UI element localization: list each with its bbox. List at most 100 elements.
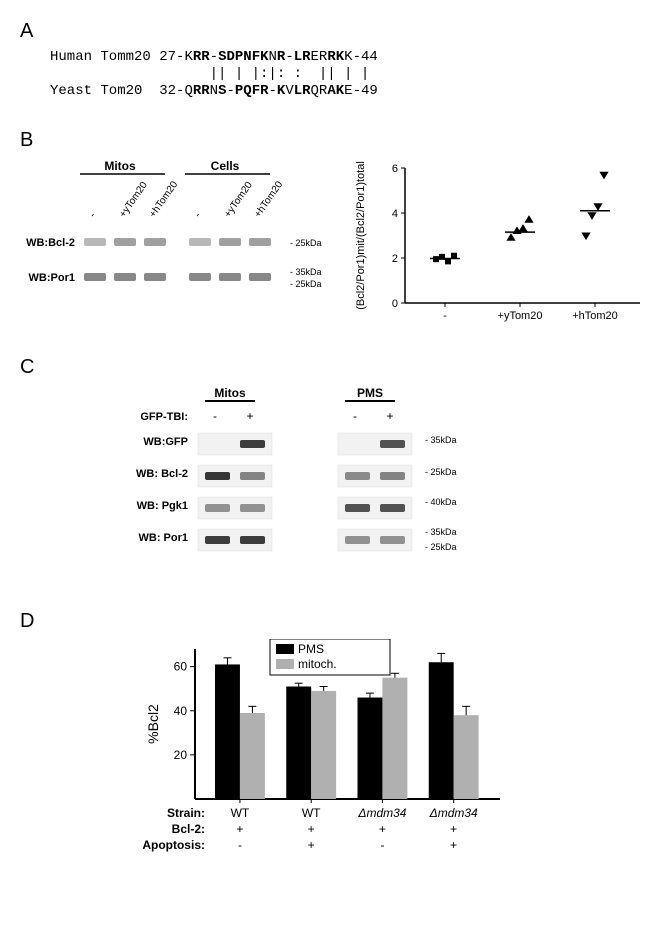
t: -44 (353, 49, 378, 65)
panel-a-label: A (20, 20, 630, 43)
svg-text:- 35kDa: - 35kDa (290, 267, 322, 277)
svg-text:Strain:: Strain: (167, 806, 205, 820)
panel-b: B MitosCells-+yTom20+hTom20-+yTom20+hTom… (20, 129, 630, 328)
svg-text:2: 2 (392, 253, 398, 265)
t: Q (184, 83, 192, 99)
panel-d-label: D (20, 610, 630, 633)
svg-text:0: 0 (392, 298, 398, 310)
svg-text:-: - (380, 838, 384, 852)
svg-text:Bcl-2:: Bcl-2: (172, 822, 205, 836)
t: N (269, 49, 277, 65)
svg-text:- 35kDa: - 35kDa (425, 527, 457, 537)
t: RR (193, 83, 210, 99)
seq-yeast-name: Yeast Tom20 (50, 83, 151, 99)
scatter-chart: 0246(Bcl2/Por1)mit/(Bcl2/Por1)total-+yTo… (350, 158, 650, 328)
svg-text:6: 6 (392, 163, 398, 175)
svg-text:WB: Bcl-2: WB: Bcl-2 (136, 468, 188, 480)
svg-text:+: + (308, 822, 315, 836)
svg-text:Apoptosis:: Apoptosis: (142, 838, 205, 852)
t: K (344, 49, 352, 65)
svg-text:WB:GFP: WB:GFP (143, 436, 188, 448)
svg-text:WB:Bcl-2: WB:Bcl-2 (26, 237, 75, 249)
svg-text:-: - (443, 310, 447, 322)
panel-c-label: C (20, 356, 630, 379)
svg-text:20: 20 (174, 748, 188, 762)
svg-text:+: + (450, 838, 457, 852)
t: QR (311, 83, 328, 99)
seq-human-name: Human Tomm20 (50, 49, 151, 65)
t: PNFK (235, 49, 269, 65)
panel-b-blots: MitosCells-+yTom20+hTom20-+yTom20+hTom20… (20, 158, 340, 328)
svg-text:Δmdm34: Δmdm34 (357, 806, 406, 820)
t: R (327, 49, 335, 65)
svg-text:- 25kDa: - 25kDa (290, 238, 322, 248)
svg-text:WB: Por1: WB: Por1 (139, 532, 189, 544)
blots-b-svg: MitosCells-+yTom20+hTom20-+yTom20+hTom20… (20, 158, 340, 308)
t: LR (294, 49, 311, 65)
svg-text:+yTom20: +yTom20 (498, 310, 543, 322)
panel-d: 20 40 60 %Bcl2 PMSmitoch. Strain: WT WT Δmdm34 Δm… (140, 639, 490, 894)
svg-text:+: + (246, 409, 253, 423)
t: E (344, 83, 352, 99)
svg-text:+hTom20: +hTom20 (147, 180, 180, 221)
t: PQFR (235, 83, 269, 99)
svg-text:GFP-TBI:: GFP-TBI: (140, 411, 188, 423)
svg-text:+: + (450, 822, 457, 836)
blots-c-svg: Mitos PMS GFP-TBI: - + - + WB:GFP WB: Bcl-2 WB: P… (90, 385, 510, 575)
svg-text:Δmdm34: Δmdm34 (429, 806, 478, 820)
svg-text:-: - (353, 409, 357, 423)
t: ER (311, 49, 328, 65)
t: V (285, 83, 293, 99)
svg-text:Cells: Cells (211, 159, 240, 173)
svg-text:40: 40 (174, 704, 188, 718)
svg-text:- 25kDa: - 25kDa (425, 467, 457, 477)
panel-a: A Human Tomm20 27-KRR-SDPNFKNR-LRERRKK-4… (20, 20, 630, 99)
t: K (336, 83, 344, 99)
t: 32- (159, 83, 184, 99)
svg-text:PMS: PMS (298, 642, 324, 656)
svg-text:Mitos: Mitos (104, 159, 136, 173)
svg-text:+: + (308, 838, 315, 852)
svg-text:WB:Por1: WB:Por1 (29, 272, 75, 284)
svg-text:- 35kDa: - 35kDa (425, 435, 457, 445)
t: N (210, 83, 218, 99)
sequence-alignment: Human Tomm20 27-KRR-SDPNFKNR-LRERRKK-44 … (50, 49, 630, 99)
panel-b-label: B (20, 129, 630, 152)
svg-text:Mitos: Mitos (214, 386, 246, 400)
svg-text:-: - (213, 409, 217, 423)
bar-chart: 20 40 60 %Bcl2 PMSmitoch. Strain: WT WT Δmdm34 Δm… (140, 639, 540, 889)
svg-text:60: 60 (174, 660, 188, 674)
svg-text:mitoch.: mitoch. (298, 657, 337, 671)
svg-text:WT: WT (231, 806, 250, 820)
svg-text:+yTom20: +yTom20 (222, 180, 255, 220)
svg-text:+hTom20: +hTom20 (252, 180, 285, 221)
svg-text:PMS: PMS (357, 386, 383, 400)
svg-text:+: + (386, 409, 393, 423)
svg-text:%Bcl2: %Bcl2 (145, 704, 161, 744)
svg-text:WT: WT (302, 806, 321, 820)
t: - (269, 83, 277, 99)
svg-text:- 40kDa: - 40kDa (425, 497, 457, 507)
svg-text:(Bcl2/Por1)mit/(Bcl2/Por1)tota: (Bcl2/Por1)mit/(Bcl2/Por1)total (355, 162, 367, 311)
svg-text:+yTom20: +yTom20 (117, 180, 150, 220)
panel-b-chart: 0246(Bcl2/Por1)mit/(Bcl2/Por1)total-+yTo… (350, 158, 650, 328)
svg-text:+: + (379, 822, 386, 836)
t: -49 (353, 83, 378, 99)
t: - (226, 83, 234, 99)
t: SD (218, 49, 235, 65)
svg-text:-: - (238, 838, 242, 852)
t: - (285, 49, 293, 65)
t: 27- (159, 49, 184, 65)
t: K (336, 49, 344, 65)
t: LR (294, 83, 311, 99)
svg-text:+: + (236, 822, 243, 836)
svg-text:WB: Pgk1: WB: Pgk1 (137, 500, 188, 512)
t: RR (193, 49, 210, 65)
svg-text:-: - (87, 211, 98, 220)
svg-text:- 25kDa: - 25kDa (290, 279, 322, 289)
t: K (184, 49, 192, 65)
svg-text:+hTom20: +hTom20 (572, 310, 618, 322)
seq-match-line: || | |:|: : || | | (184, 66, 377, 82)
svg-text:-: - (192, 211, 203, 220)
t: - (210, 49, 218, 65)
